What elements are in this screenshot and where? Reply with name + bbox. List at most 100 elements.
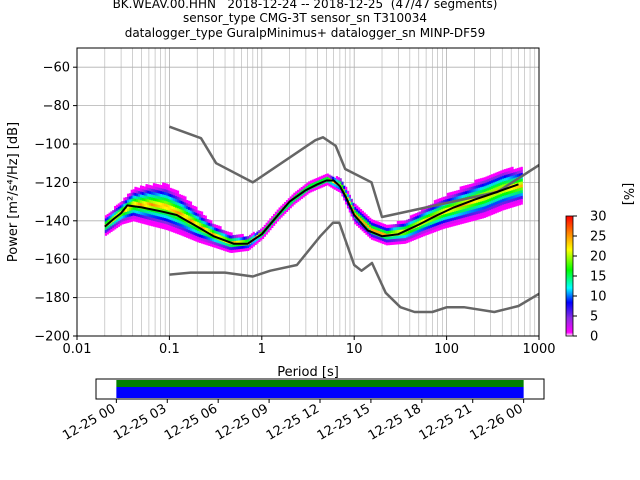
- density-cell: [444, 196, 448, 200]
- density-cell: [430, 230, 433, 234]
- density-cell: [391, 224, 394, 228]
- density-cell: [496, 192, 499, 196]
- density-cell: [498, 208, 501, 212]
- density-cell: [147, 187, 150, 191]
- density-cell: [489, 186, 492, 190]
- density-cell: [186, 202, 189, 207]
- density-cell: [479, 201, 483, 205]
- density-cell: [182, 227, 185, 231]
- density-cell: [496, 197, 499, 202]
- density-cell: [126, 208, 130, 212]
- density-cell: [237, 245, 241, 250]
- density-cell: [420, 210, 424, 215]
- density-cell: [193, 211, 196, 215]
- density-cell: [428, 225, 431, 229]
- density-cell: [372, 234, 376, 238]
- density-cell: [411, 220, 414, 224]
- density-cell: [287, 204, 291, 208]
- density-cell: [400, 220, 403, 224]
- density-cell: [302, 185, 305, 189]
- density-cell: [197, 221, 200, 226]
- density-cell: [332, 182, 335, 186]
- density-cell: [167, 213, 170, 217]
- density-cell: [248, 246, 252, 250]
- density-cell: [195, 229, 198, 234]
- density-cell: [108, 229, 111, 234]
- density-cell: [145, 192, 148, 196]
- density-cell: [236, 243, 239, 247]
- density-cell: [409, 232, 412, 236]
- density-cell: [428, 222, 431, 226]
- density-cell: [197, 210, 200, 214]
- density-cell: [126, 202, 130, 206]
- density-cell: [147, 216, 150, 220]
- density-cell: [272, 222, 276, 226]
- y-tick-label: −80: [43, 99, 70, 114]
- density-cell: [430, 224, 433, 228]
- density-cell: [139, 194, 143, 198]
- density-cell: [411, 237, 414, 241]
- density-cell: [158, 201, 161, 206]
- density-cell: [160, 196, 163, 200]
- density-cell: [106, 219, 109, 223]
- density-cell: [487, 190, 490, 194]
- density-cell: [119, 216, 122, 220]
- density-cell: [223, 247, 226, 251]
- colorbar-tick-label: 30: [590, 210, 607, 225]
- density-cell: [167, 221, 170, 225]
- density-cell: [513, 174, 516, 179]
- density-cell: [191, 208, 194, 212]
- density-cell: [167, 227, 170, 231]
- density-cell: [138, 199, 141, 203]
- density-cell: [502, 201, 505, 205]
- density-cell: [173, 200, 176, 205]
- timeline-band-available: [116, 380, 524, 387]
- density-cell: [180, 194, 183, 199]
- density-cell: [287, 206, 291, 211]
- density-cell: [176, 204, 180, 209]
- density-cell: [502, 181, 505, 185]
- density-cell: [476, 205, 479, 209]
- density-cell: [306, 191, 309, 195]
- density-cell: [309, 189, 313, 193]
- density-cell: [406, 231, 409, 235]
- density-cell: [136, 210, 139, 214]
- density-cell: [221, 241, 224, 245]
- density-cell: [211, 232, 215, 236]
- density-cell: [184, 205, 187, 209]
- density-cell: [132, 192, 135, 196]
- density-cell: [455, 216, 459, 220]
- density-cell: [226, 243, 230, 247]
- density-cell: [278, 216, 281, 220]
- density-cell: [315, 180, 318, 185]
- density-cell: [158, 221, 161, 226]
- density-cell: [282, 209, 285, 213]
- density-cell: [176, 190, 180, 194]
- density-cell: [509, 204, 512, 209]
- density-cell: [487, 201, 490, 205]
- density-cell: [125, 208, 128, 212]
- density-cell: [474, 185, 477, 189]
- density-cell: [136, 193, 139, 197]
- density-cell: [516, 196, 520, 201]
- density-cell: [178, 197, 181, 201]
- density-cell: [284, 207, 287, 211]
- density-cell: [428, 210, 431, 215]
- density-cell: [119, 219, 122, 223]
- density-cell: [328, 177, 331, 181]
- timeline-tick-label: 12-25 00: [60, 401, 118, 443]
- density-cell: [256, 240, 259, 244]
- density-cell: [455, 193, 459, 197]
- density-cell: [404, 226, 407, 230]
- density-cell: [163, 217, 167, 221]
- density-cell: [215, 242, 218, 246]
- density-cell: [136, 187, 139, 191]
- density-cell: [389, 227, 392, 231]
- density-cell: [248, 243, 252, 247]
- density-cell: [163, 208, 167, 213]
- density-cell: [165, 223, 169, 228]
- density-cell: [459, 212, 462, 216]
- density-cell: [126, 205, 130, 209]
- density-cell: [489, 203, 492, 208]
- density-cell: [442, 199, 446, 203]
